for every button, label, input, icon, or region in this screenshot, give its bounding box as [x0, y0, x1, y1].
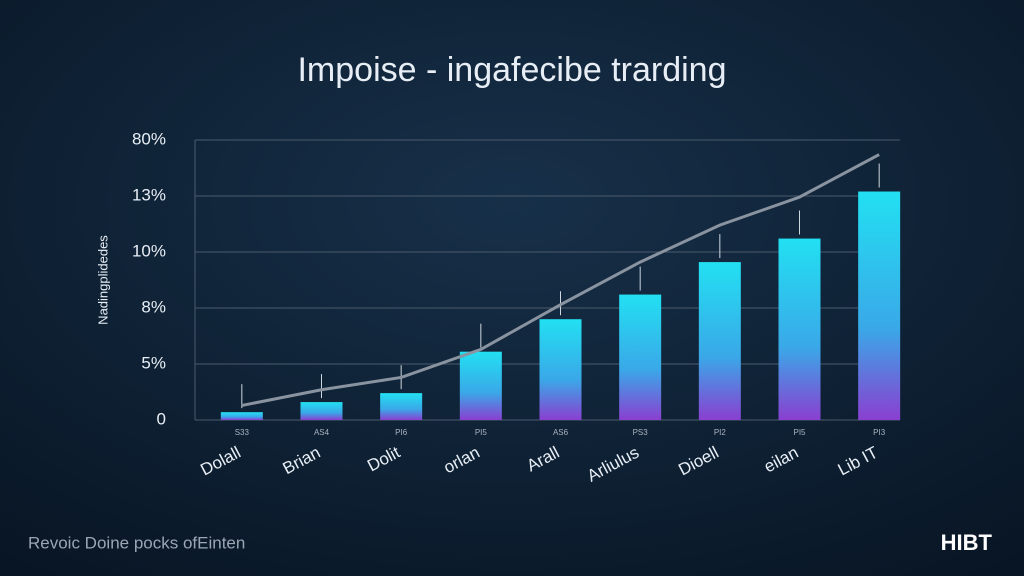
y-axis-label: Nadingplidedes: [95, 235, 110, 325]
y-tick-label: 5%: [141, 353, 166, 372]
bar: [459, 351, 502, 420]
bar: [380, 393, 423, 420]
chart-title: Impoise - ingafecibe trarding: [297, 51, 726, 89]
y-tick-label: 8%: [141, 297, 166, 316]
x-sublabel: PI2: [714, 428, 727, 437]
y-tick-label: 80%: [132, 129, 166, 148]
x-sublabel: PI3: [873, 428, 886, 437]
x-sublabel: PI5: [793, 428, 806, 437]
bar: [778, 238, 821, 420]
trend-line: [241, 153, 880, 407]
bar: [619, 294, 662, 420]
logo: HIBT: [941, 530, 993, 555]
bar: [698, 262, 741, 420]
x-sublabel: PI5: [475, 428, 488, 437]
bar: [220, 412, 263, 420]
x-sublabel: S33: [235, 428, 250, 437]
x-sublabel: PS3: [633, 428, 649, 437]
x-sublabel: AS4: [314, 428, 330, 437]
x-sublabel: PI6: [395, 428, 408, 437]
y-tick-label: 0: [157, 409, 166, 428]
bar: [539, 319, 582, 420]
y-tick-label: 10%: [132, 241, 166, 260]
caption: Revoic Doine pocks ofEinten: [28, 533, 245, 552]
bar: [858, 191, 901, 420]
x-sublabel: AS6: [553, 428, 569, 437]
bar: [300, 402, 343, 420]
y-tick-label: 13%: [132, 185, 166, 204]
